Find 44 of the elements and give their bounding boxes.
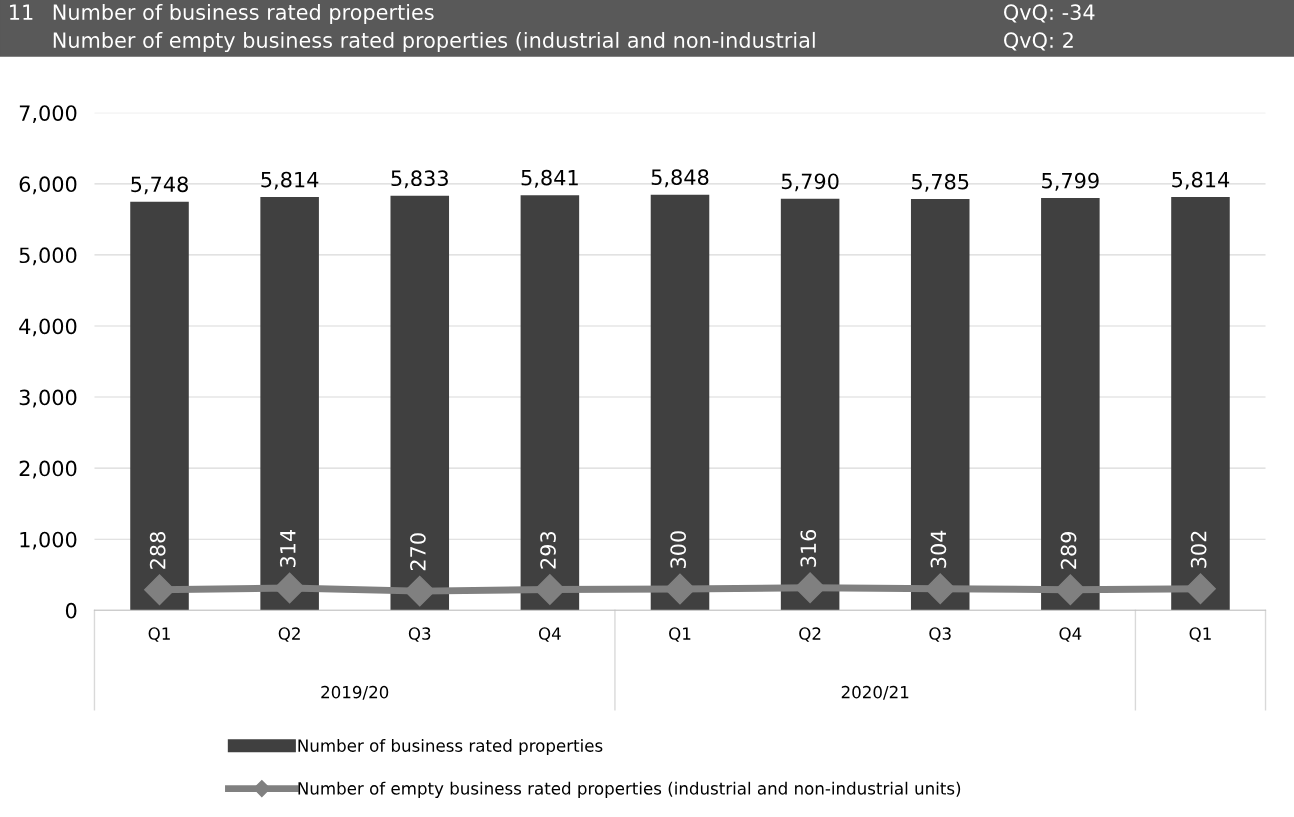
x-tick-label: Q2	[799, 627, 821, 642]
data-label: 5,799	[1042, 172, 1099, 191]
data-label: 5,785	[912, 173, 969, 192]
legend-label: Number of business rated properties	[298, 738, 603, 756]
text: 2019/20	[321, 685, 389, 700]
data-label: 5,790	[781, 173, 839, 192]
y-tick-label: 5,000	[19, 247, 77, 266]
data-label: 316	[800, 529, 817, 567]
data-label: 270	[410, 533, 426, 571]
data-label: 5,841	[521, 169, 578, 188]
data-label: 314	[279, 529, 296, 567]
x-tick-label: Q3	[408, 627, 431, 642]
data-label: 5,848	[651, 169, 709, 188]
x-tick-label: Q4	[1059, 627, 1082, 642]
x-tick-label: Q1	[1189, 627, 1211, 642]
data-label: 5,833	[391, 170, 448, 189]
text: QvQ: 2	[1004, 32, 1073, 51]
y-tick-label: 1,000	[20, 531, 77, 550]
data-label: 300	[670, 531, 687, 568]
y-tick-label: 7,000	[19, 105, 77, 124]
chart-subtitle: Number of empty business rated properties (industrial and non-industrial	[53, 31, 815, 53]
x-tick-label: Q2	[278, 627, 300, 642]
y-tick-label: 4,000	[19, 318, 77, 337]
data-label: 5,748	[131, 176, 188, 195]
text: 2020/21	[841, 685, 909, 700]
data-label: 5,814	[261, 171, 319, 190]
legend-label: Number of empty business rated properties (industrial and non-industrial units)	[298, 781, 961, 798]
data-label: 5,814	[1172, 171, 1230, 190]
y-tick-label: 6,000	[19, 176, 77, 195]
y-tick-label: 0	[65, 602, 77, 619]
data-label: 289	[1060, 532, 1077, 569]
text: QvQ: -34	[1004, 4, 1095, 23]
y-tick-label: 2,000	[19, 460, 77, 479]
data-label: 304	[930, 530, 947, 568]
data-label: 293	[540, 531, 556, 569]
chart-title: Number of business rated properties	[53, 3, 434, 25]
data-label: 288	[149, 532, 166, 569]
text: 11	[10, 4, 33, 20]
x-tick-label: Q3	[929, 627, 951, 642]
y-tick-label: 3,000	[19, 389, 77, 408]
x-tick-label: Q1	[669, 627, 691, 642]
data-label: 302	[1190, 531, 1207, 568]
x-tick-label: Q1	[148, 627, 170, 642]
x-tick-label: Q4	[538, 627, 561, 642]
